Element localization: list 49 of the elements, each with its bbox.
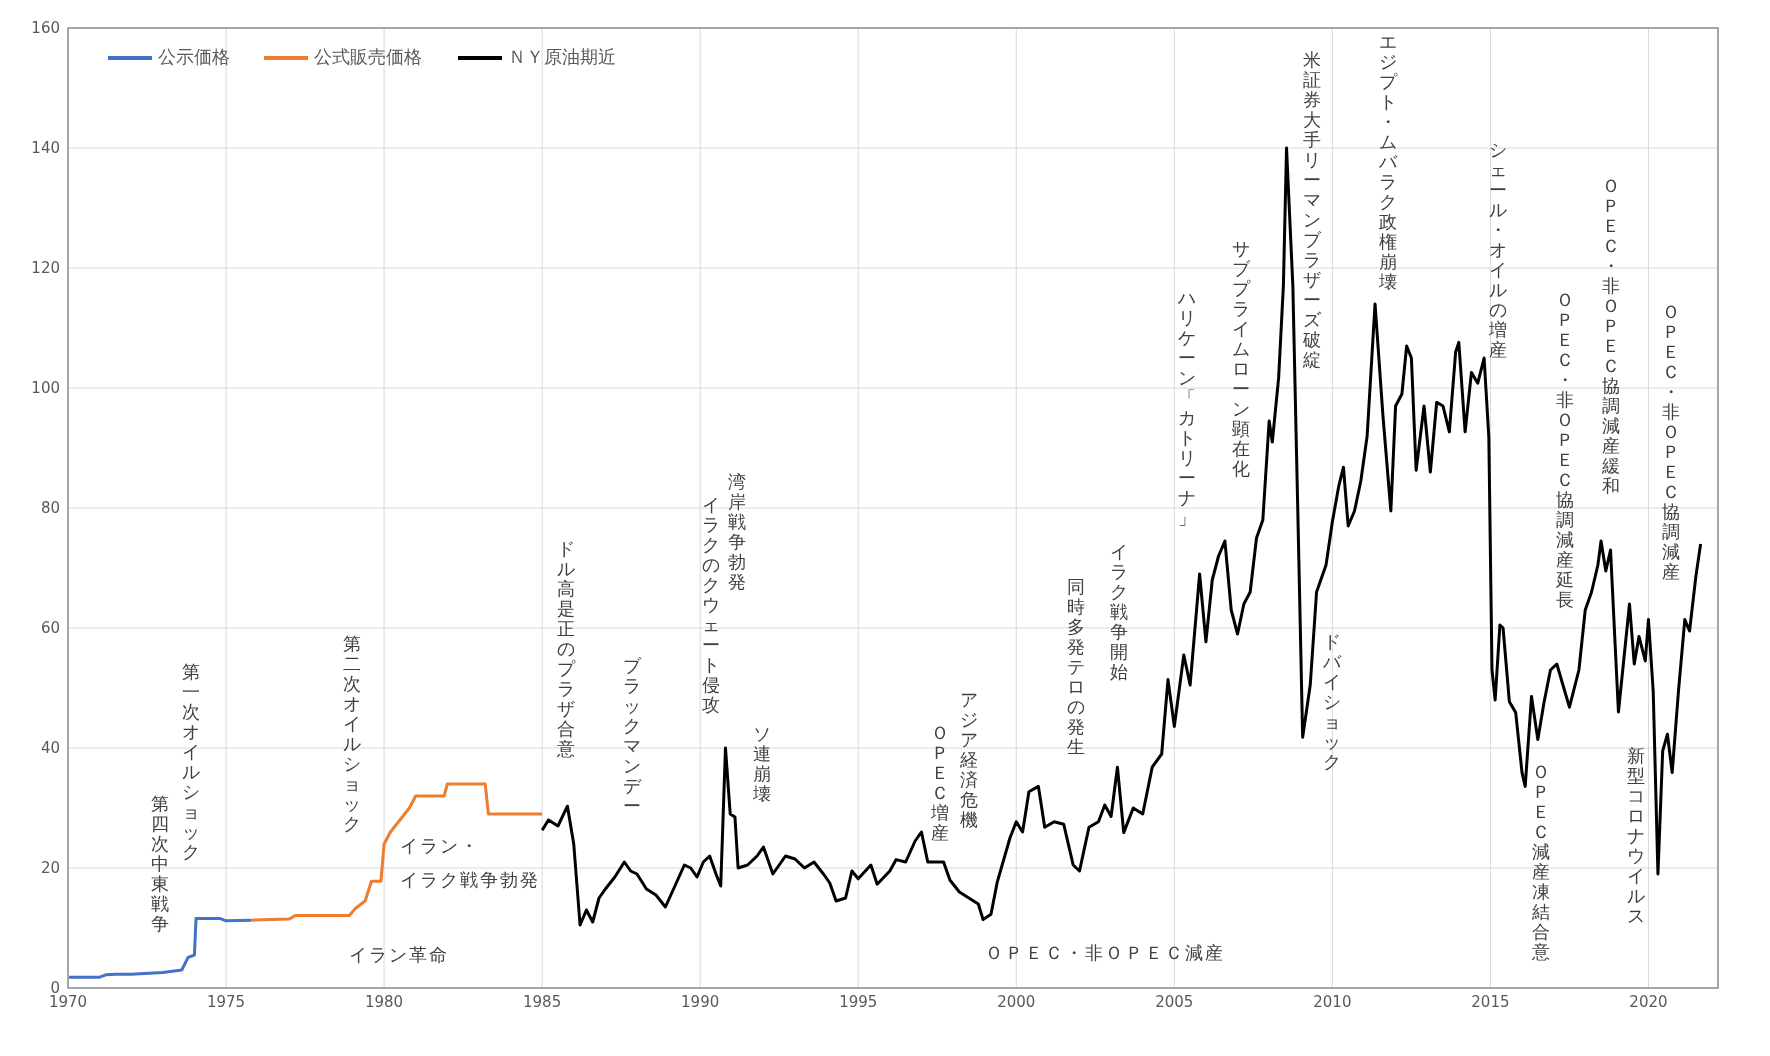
line-series	[68, 916, 253, 979]
text: ドル高是正のプラザ合意	[556, 537, 575, 759]
text: ＯＰＥＣ・非ＯＰＥＣ協調減産延長	[1555, 288, 1574, 610]
text: 同時多発テロの発生	[1067, 575, 1086, 757]
y-tick-label: 100	[31, 379, 60, 398]
text: ＯＰＥＣ・非ＯＰＥＣ協調減産	[1661, 300, 1680, 582]
annotation: ＯＰＥＣ・非ＯＰＥＣ減産	[984, 942, 1225, 964]
text: シェール・オイルの増産	[1489, 138, 1508, 360]
annotation: アジア経済危機	[958, 688, 978, 830]
y-tick-label: 60	[40, 619, 60, 638]
annotation: ブラックマンデー	[623, 654, 643, 816]
annotation: 湾岸戦争勃発	[727, 470, 746, 592]
line-series	[249, 782, 544, 922]
x-tick-label: 1980	[365, 992, 404, 1011]
text: 第二次オイルショック	[343, 632, 362, 834]
x-tick-label: 2020	[1629, 992, 1668, 1011]
text: ＯＰＥＣ・非ＯＰＥＣ協調減産緩和	[1601, 174, 1620, 496]
annotation: 第四次中東戦争	[150, 792, 169, 934]
annotation: ソ連崩壊	[751, 722, 771, 804]
text: 米証券大手リーマンブラザーズ破綻	[1302, 48, 1321, 370]
x-tick-label: 2000	[997, 992, 1036, 1011]
text: 第一次オイルショック	[182, 660, 201, 862]
x-tick-label: 1985	[523, 992, 562, 1011]
legend-label: 公式販売価格	[314, 46, 422, 67]
x-tick-label: 2015	[1471, 992, 1510, 1011]
x-tick-label: 1990	[681, 992, 720, 1011]
text: ハリケーン「カトリーナ」	[1177, 286, 1196, 528]
y-tick-label: 20	[40, 859, 60, 878]
y-tick-label: 80	[40, 499, 60, 518]
y-tick-label: 160	[31, 19, 60, 38]
x-tick-label: 1995	[839, 992, 878, 1011]
annotation: イラク戦争開始	[1110, 540, 1129, 682]
annotation: ドバイショック	[1322, 630, 1343, 772]
legend-label: 公示価格	[158, 46, 230, 67]
x-tick-label: 2010	[1313, 992, 1352, 1011]
y-tick-label: 140	[31, 139, 60, 158]
text: ＯＰＥＣ減産凍結合意	[1531, 760, 1550, 962]
annotation: ＯＰＥＣ増産	[930, 721, 950, 843]
annotation: イラン・イラク戦争勃発	[399, 835, 540, 890]
x-tick-label: 2005	[1155, 992, 1194, 1011]
text: イラクのクウェート侵攻	[702, 493, 721, 715]
y-tick-label: 40	[40, 739, 60, 758]
x-tick-label: 1975	[206, 992, 246, 1011]
text: エジプト・ムバラク政権崩壊	[1378, 30, 1397, 292]
annotation: イラン革命	[349, 943, 450, 965]
y-tick-label: 120	[31, 259, 60, 278]
legend-label: ＮＹ原油期近	[508, 46, 616, 67]
text: サブプライムローン顕在化	[1231, 237, 1250, 479]
text: 新型コロナウイルス	[1626, 744, 1645, 926]
